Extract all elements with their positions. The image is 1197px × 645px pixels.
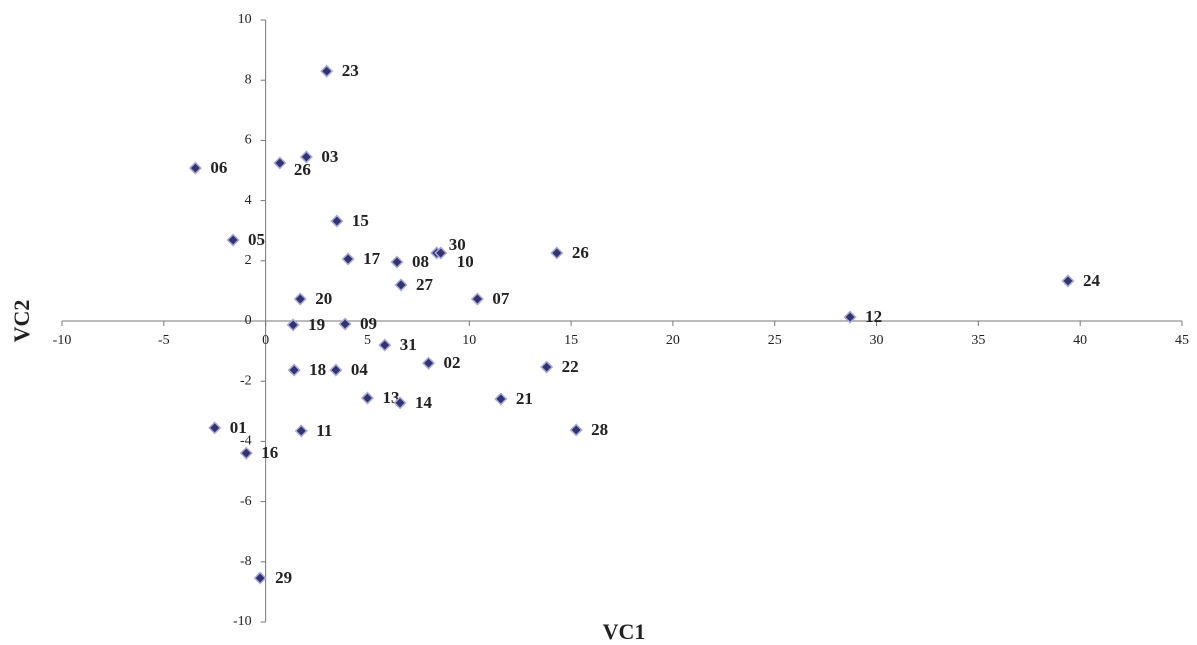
point <box>1061 274 1075 288</box>
point <box>338 317 352 331</box>
y-tick-label: 4 <box>245 193 252 208</box>
x-tick-label: 25 <box>768 333 782 348</box>
y-tick-label: -6 <box>240 494 252 509</box>
point <box>378 338 392 352</box>
point <box>239 446 253 460</box>
point-label: 23 <box>342 61 359 80</box>
x-tick-label: 30 <box>870 333 884 348</box>
y-tick-label: 0 <box>245 313 252 328</box>
x-tick-label: 40 <box>1073 333 1087 348</box>
point-label: 27 <box>416 275 434 294</box>
point-label: 22 <box>562 357 579 376</box>
point-label: 26 <box>572 243 589 262</box>
y-tick-label: -10 <box>233 614 252 629</box>
y-tick-label: 6 <box>245 133 252 148</box>
point <box>299 150 313 164</box>
x-tick-label: -5 <box>158 333 170 348</box>
point <box>329 363 343 377</box>
point-label: 15 <box>352 211 369 230</box>
y-tick-label: -2 <box>240 373 252 388</box>
point <box>550 246 564 260</box>
point <box>569 423 583 437</box>
point <box>434 246 448 260</box>
point-label: 17 <box>363 249 381 268</box>
point <box>470 292 484 306</box>
point-label: 04 <box>351 360 369 379</box>
point <box>394 278 408 292</box>
point-label: 24 <box>1083 271 1101 290</box>
x-axis-title: VC1 <box>603 619 646 644</box>
point-label: 20 <box>315 289 332 308</box>
y-tick-label: 8 <box>245 72 252 87</box>
point-label: 14 <box>415 393 433 412</box>
point-label: 07 <box>492 289 510 308</box>
point-label: 02 <box>444 353 461 372</box>
x-tick-label: -10 <box>53 333 72 348</box>
point <box>494 392 508 406</box>
x-tick-label: 35 <box>971 333 985 348</box>
x-tick-label: 45 <box>1175 333 1189 348</box>
point-label: 11 <box>316 421 332 440</box>
point <box>273 156 287 170</box>
point <box>421 356 436 370</box>
point <box>208 421 222 435</box>
point <box>360 391 375 405</box>
point <box>843 310 857 324</box>
point-label: 09 <box>360 314 377 333</box>
y-axis-title: VC2 <box>9 300 34 343</box>
y-tick-label: -8 <box>240 554 252 569</box>
point-label: 05 <box>248 230 265 249</box>
x-tick-label: 5 <box>364 333 371 348</box>
x-tick-label: 10 <box>462 333 476 348</box>
point-label: 28 <box>591 420 608 439</box>
y-tick-label: 2 <box>245 253 252 268</box>
point <box>341 252 355 266</box>
y-tick-label: 10 <box>238 12 252 27</box>
point-label: 30 <box>449 235 466 254</box>
point-label: 18 <box>309 360 326 379</box>
point <box>253 571 267 585</box>
point <box>287 363 301 377</box>
point <box>294 424 308 438</box>
point <box>330 214 344 228</box>
point-label: 08 <box>412 252 429 271</box>
point <box>390 255 404 269</box>
x-tick-label: 20 <box>666 333 680 348</box>
point-label: 19 <box>308 315 325 334</box>
point <box>188 161 202 175</box>
point <box>320 64 334 78</box>
point-label: 12 <box>865 307 882 326</box>
point-label: 31 <box>400 335 417 354</box>
point-label: 01 <box>230 418 247 437</box>
point <box>286 318 300 332</box>
point <box>226 233 240 247</box>
point <box>393 396 407 410</box>
x-tick-label: 15 <box>564 333 578 348</box>
point-label: 16 <box>261 443 278 462</box>
point-label: 06 <box>210 158 227 177</box>
point-label: 29 <box>275 568 292 587</box>
point <box>540 360 554 374</box>
point-label: 10 <box>457 252 474 271</box>
point <box>293 292 307 306</box>
x-tick-label: 0 <box>262 333 269 348</box>
point-label: 21 <box>516 389 533 408</box>
y-tick-label: -4 <box>240 434 252 449</box>
point-label: 03 <box>321 147 338 166</box>
point-label: 26 <box>294 160 311 179</box>
